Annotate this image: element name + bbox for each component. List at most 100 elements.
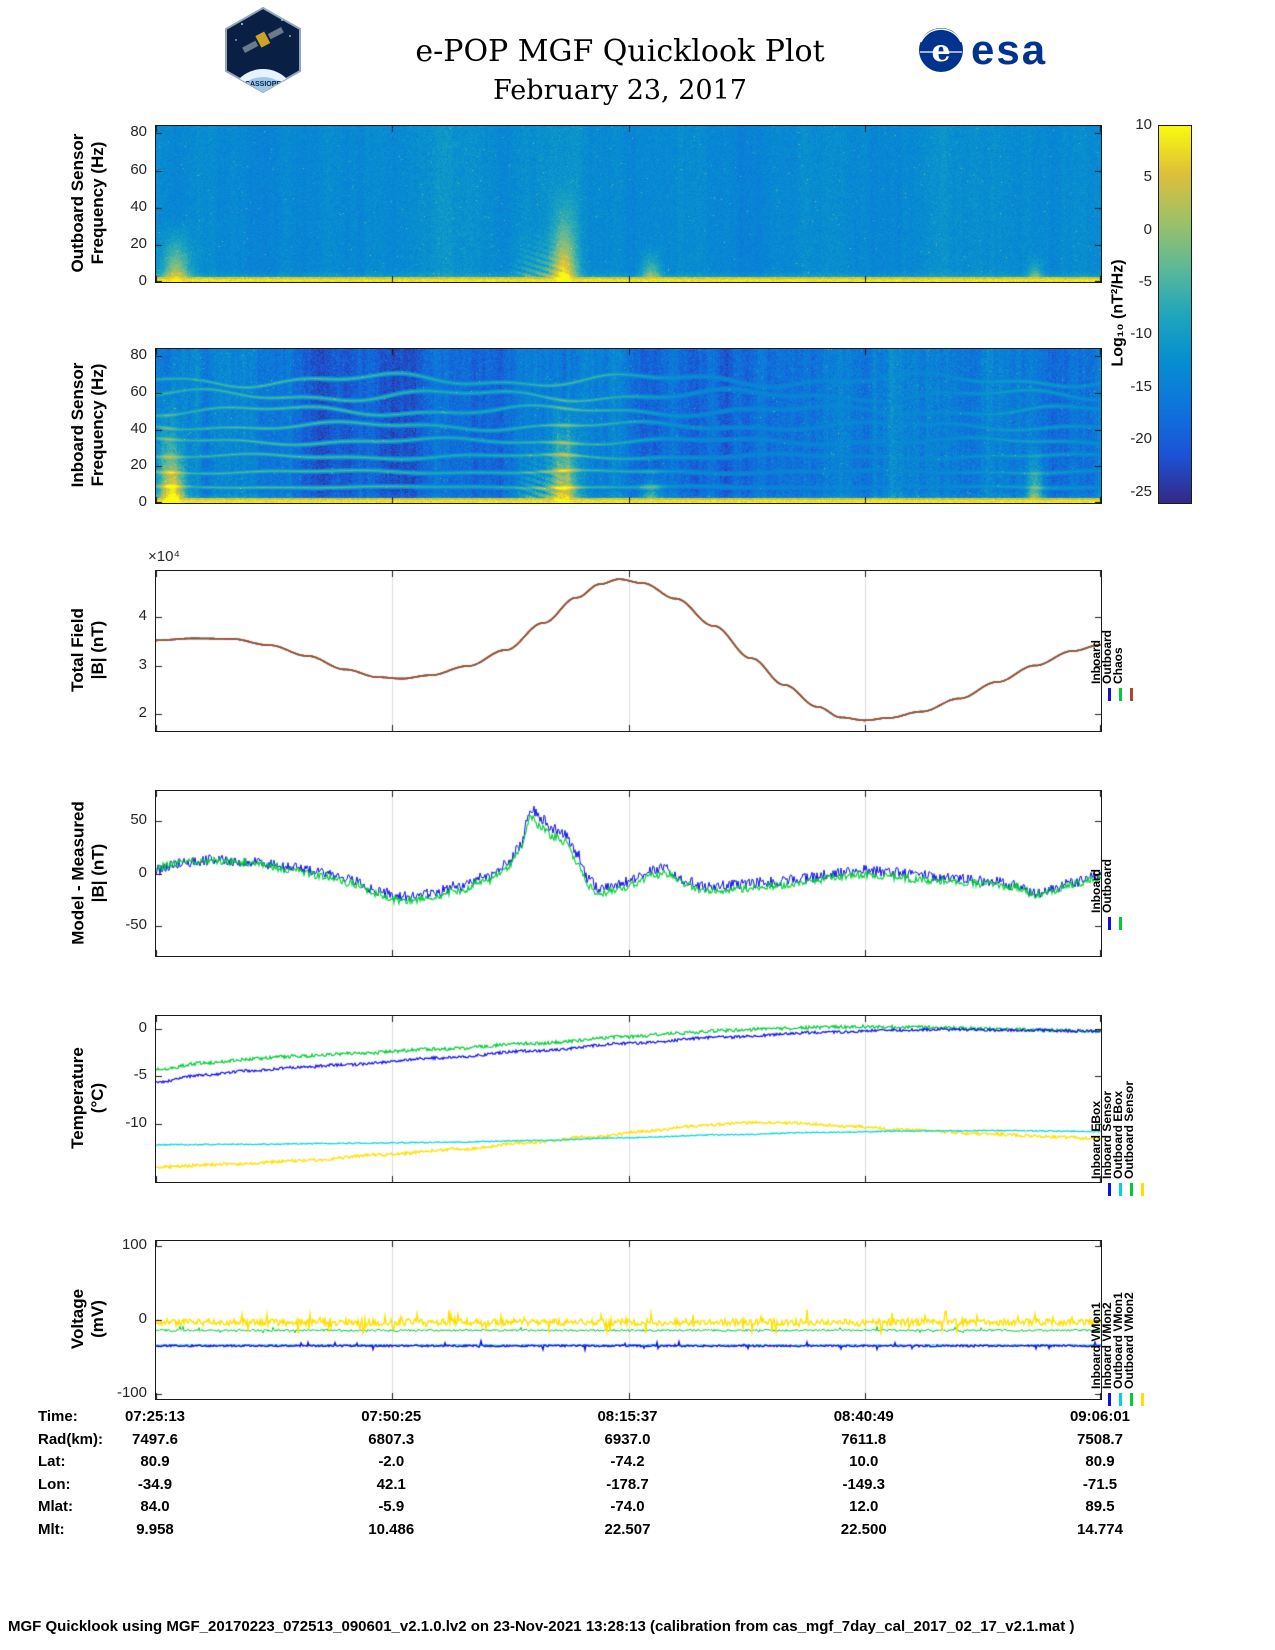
voltage-canvas — [156, 1241, 1101, 1399]
panel-temperature — [155, 1015, 1102, 1183]
table-cell: 84.0 — [140, 1498, 170, 1515]
esa-globe-icon: e — [919, 28, 963, 72]
inboard-spectrogram-canvas — [156, 349, 1101, 503]
legend-marker — [1130, 688, 1133, 701]
ylabel-line: Frequency (Hz) — [88, 363, 107, 487]
y-tick-label: 0 — [138, 1019, 147, 1037]
legend-marker — [1108, 1393, 1111, 1406]
table-cell: 07:25:13 — [124, 1408, 186, 1425]
y-tick-label: 0 — [138, 863, 147, 881]
cassiope-logo: CASSIOPE — [225, 6, 301, 94]
y-tick-label: -50 — [125, 916, 147, 934]
colorbar-tick-label: -10 — [1130, 325, 1152, 343]
colorbar-tick-label: 5 — [1143, 168, 1152, 186]
page-title: e-POP MGF Quicklook Plot — [415, 34, 825, 69]
legend-marker — [1141, 1183, 1144, 1196]
y-tick-label: 80 — [130, 123, 147, 141]
table-cell: 08:15:37 — [597, 1408, 658, 1425]
legend-marker — [1130, 1393, 1133, 1406]
table-cell: -149.3 — [842, 1475, 886, 1493]
table-cell: 09:06:01 — [1069, 1408, 1131, 1425]
y-tick-label: 2 — [138, 704, 147, 722]
table-row-label: Time: — [38, 1408, 78, 1425]
ylabel-line: Outboard Sensor — [68, 133, 87, 273]
table-cell: 6937.0 — [604, 1430, 651, 1448]
table-cell: 12.0 — [849, 1498, 879, 1515]
model-measured-canvas — [156, 791, 1101, 956]
y-tick-label: 0 — [138, 493, 147, 510]
table-cell: 14.774 — [1077, 1520, 1123, 1538]
page-date: February 23, 2017 — [493, 75, 747, 106]
legend-label: Chaos — [1111, 647, 1125, 684]
svg-text:e: e — [931, 34, 950, 69]
table-cell: 6807.3 — [368, 1430, 415, 1448]
legend-marker — [1119, 917, 1122, 930]
table-cell: 10.486 — [368, 1520, 415, 1538]
inboard-spectrogram-ylabel: Inboard Sensor Frequency (Hz) — [68, 348, 108, 502]
ylabel-line: Temperature — [68, 1047, 87, 1149]
model-measured-ylabel: Model - Measured |B| (nT) — [68, 790, 108, 955]
y-tick-label: -100 — [116, 1383, 147, 1401]
panel-inboard-spectrogram — [155, 348, 1102, 504]
y-tick-label: 20 — [130, 456, 147, 474]
table-cell: -2.0 — [378, 1453, 405, 1470]
panel-voltage — [155, 1240, 1102, 1400]
table-cell: 7611.8 — [841, 1430, 887, 1448]
table-cell: -34.9 — [137, 1475, 173, 1493]
ylabel-line: |B| (nT) — [88, 843, 107, 902]
y-tick-label: 0 — [138, 1310, 147, 1327]
table-cell: 80.9 — [140, 1453, 170, 1470]
table-cell: -5.9 — [378, 1498, 405, 1515]
colorbar — [1158, 125, 1192, 504]
star-icon — [241, 23, 243, 25]
legend-marker — [1119, 1183, 1122, 1196]
legend-marker — [1119, 1393, 1122, 1406]
y-tick-label: 0 — [138, 272, 147, 289]
y-tick-label: 60 — [130, 160, 147, 178]
outboard-spectrogram-canvas — [156, 126, 1101, 282]
cassiope-label: CASSIOPE — [245, 81, 282, 88]
table-cell: 10.0 — [849, 1453, 879, 1470]
temperature-canvas — [156, 1016, 1101, 1182]
legend-marker — [1119, 688, 1122, 701]
total-field-canvas — [156, 571, 1101, 731]
esa-wordmark: esa — [971, 26, 1048, 73]
y-tick-label: 40 — [130, 419, 147, 437]
ylabel-line: (mV) — [88, 1300, 107, 1338]
table-row-label: Rad(km): — [38, 1430, 104, 1448]
table-cell: 08:40:49 — [833, 1408, 894, 1425]
table-cell: 7508.7 — [1077, 1430, 1123, 1448]
legend-marker — [1108, 917, 1111, 930]
colorbar-tick-label: -25 — [1130, 482, 1152, 500]
table-cell: 07:50:25 — [361, 1408, 422, 1425]
table-cell: 89.5 — [1085, 1498, 1115, 1515]
footer-text: MGF Quicklook using MGF_20170223_072513_… — [8, 1618, 1075, 1635]
table-cell: 22.507 — [604, 1520, 651, 1538]
star-icon — [235, 39, 237, 41]
colorbar-tick-label: -20 — [1130, 430, 1152, 448]
table-row-label: Lon: — [38, 1475, 71, 1493]
ylabel-line: (°C) — [88, 1082, 107, 1114]
table-cell: -71.5 — [1082, 1475, 1118, 1493]
table-cell: -74.2 — [610, 1453, 645, 1470]
ylabel-line: Model - Measured — [68, 800, 87, 945]
colorbar-tick-label: 0 — [1143, 220, 1152, 238]
table-cell: -74.0 — [610, 1498, 645, 1515]
y-tick-label: 100 — [121, 1236, 147, 1254]
legend-label: Outboard VMon2 — [1122, 1292, 1136, 1389]
table-row-label: Lat: — [38, 1453, 66, 1470]
panel-total-field — [155, 570, 1102, 732]
y-tick-label: 20 — [130, 234, 147, 252]
title-block: e-POP MGF Quicklook Plot February 23, 20… — [280, 34, 960, 106]
colorbar-tick-label: 10 — [1135, 116, 1152, 133]
panel-model-measured — [155, 790, 1102, 957]
table-cell: 7497.6 — [132, 1430, 178, 1448]
legend-marker — [1130, 1183, 1133, 1196]
panel-outboard-spectrogram — [155, 125, 1102, 283]
y-tick-label: 50 — [130, 810, 147, 828]
outboard-spectrogram-ylabel: Outboard Sensor Frequency (Hz) — [68, 125, 108, 281]
y-tick-label: 60 — [130, 383, 147, 400]
legend-marker — [1108, 688, 1111, 701]
table-cell: 22.500 — [840, 1520, 887, 1538]
